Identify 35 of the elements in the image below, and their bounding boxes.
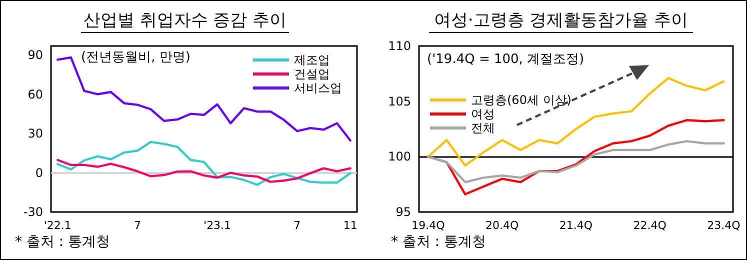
y-tick-label: 100 — [388, 150, 411, 164]
x-tick-label: '23.1 — [204, 219, 232, 232]
legend-label: 고령층(60세 이상) — [471, 93, 572, 107]
x-tick-label: '22.1 — [44, 219, 72, 232]
y-tick-label: 0 — [35, 166, 43, 180]
y-tick-label: 95 — [396, 205, 411, 219]
legend-label: 건설업 — [294, 67, 330, 81]
x-tick-label: 7 — [294, 219, 301, 232]
text: * 출처 : 통계청 — [15, 234, 110, 250]
x-tick-label: 23.4Q — [707, 219, 741, 232]
line-series — [427, 140, 725, 184]
x-tick-label: 11 — [343, 219, 358, 232]
line-series — [427, 76, 725, 167]
y-tick-label: 110 — [388, 39, 411, 53]
x-tick-label: 22.4Q — [633, 219, 667, 232]
annotation: (전년동월비, 만명) — [81, 50, 190, 65]
x-tick-label: 7 — [134, 219, 141, 232]
y-tick-label: 30 — [28, 126, 43, 141]
legend-label: 제조업 — [294, 53, 330, 67]
y-tick-label: -30 — [23, 205, 43, 219]
chart-title: 산업별 취업자수 증감 추이 — [83, 10, 287, 30]
y-tick-label: 105 — [388, 94, 411, 108]
y-tick-label: 90 — [28, 48, 43, 62]
text: * 출처 : 통계청 — [391, 234, 486, 250]
line-series — [56, 158, 352, 183]
x-tick-label: 21.4Q — [559, 219, 593, 232]
x-tick-label: 20.4Q — [486, 219, 520, 232]
legend-label: 서비스업 — [294, 81, 342, 95]
legend-label: 전체 — [471, 121, 495, 135]
y-tick-label: 60 — [28, 87, 43, 102]
chart-title: 여성·고령층 경제활동참가율 추이 — [434, 10, 688, 30]
x-tick-label: 19.4Q — [412, 219, 446, 232]
line-series — [56, 140, 352, 186]
legend-label: 여성 — [471, 107, 495, 121]
annotation: ('19.4Q = 100, 계절조정) — [427, 52, 584, 67]
